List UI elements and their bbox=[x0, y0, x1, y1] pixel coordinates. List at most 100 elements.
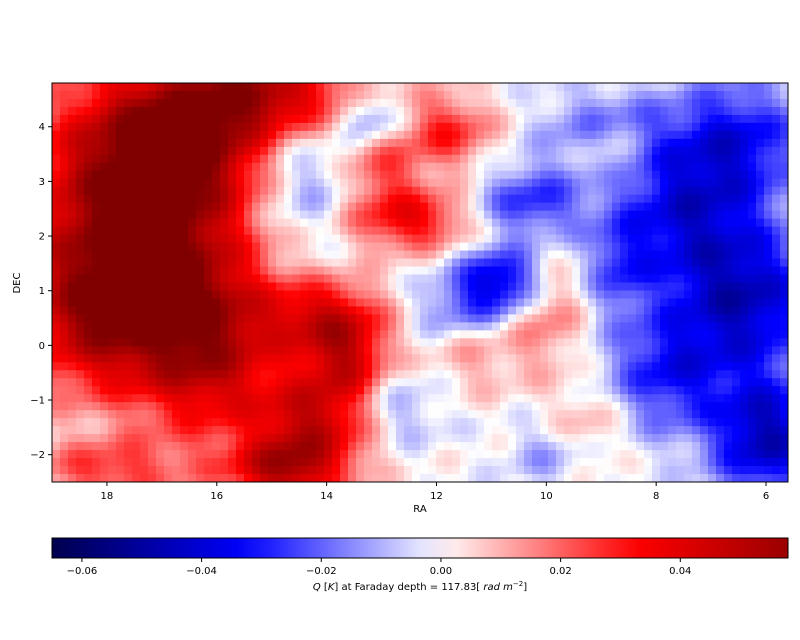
heatmap-cell bbox=[68, 442, 77, 451]
heatmap-cell bbox=[428, 298, 437, 308]
heatmap-cell bbox=[588, 298, 597, 308]
heatmap-cell bbox=[500, 426, 509, 435]
heatmap-cell bbox=[572, 306, 581, 316]
heatmap-cell bbox=[268, 242, 277, 252]
heatmap-cell bbox=[508, 146, 517, 156]
heatmap-cell bbox=[252, 306, 261, 316]
heatmap-cell bbox=[92, 138, 101, 148]
heatmap-cell bbox=[628, 394, 637, 403]
heatmap-cell bbox=[620, 162, 629, 172]
heatmap-cell bbox=[780, 362, 788, 371]
heatmap-cell bbox=[684, 362, 693, 371]
heatmap-cell bbox=[84, 114, 93, 124]
heatmap-cell bbox=[116, 402, 125, 411]
heatmap-cell bbox=[636, 290, 645, 300]
heatmap-cell bbox=[772, 370, 781, 379]
heatmap-cell bbox=[524, 178, 533, 188]
heatmap-cell bbox=[420, 410, 429, 419]
heatmap-cell bbox=[644, 362, 653, 371]
heatmap-cell bbox=[76, 162, 85, 172]
heatmap-cell bbox=[780, 466, 788, 475]
heatmap-cell bbox=[668, 346, 677, 355]
heatmap-cell bbox=[444, 474, 453, 482]
heatmap-cell bbox=[428, 258, 437, 268]
heatmap-cell bbox=[500, 186, 509, 196]
heatmap-cell bbox=[460, 394, 469, 403]
heatmap-cell bbox=[436, 162, 445, 172]
heatmap-cell bbox=[132, 266, 141, 276]
heatmap-cell bbox=[732, 146, 741, 156]
heatmap-cell bbox=[388, 418, 397, 427]
heatmap-cell bbox=[228, 418, 237, 427]
heatmap-cell bbox=[340, 162, 349, 172]
heatmap-cell bbox=[612, 194, 621, 204]
heatmap-cell bbox=[316, 194, 325, 204]
heatmap-cell bbox=[116, 434, 125, 443]
heatmap-cell bbox=[164, 290, 173, 300]
heatmap-cell bbox=[300, 242, 309, 252]
heatmap-cell bbox=[116, 386, 125, 395]
heatmap-cell bbox=[92, 106, 101, 116]
heatmap-cell bbox=[124, 210, 133, 220]
heatmap-cell bbox=[132, 458, 141, 467]
heatmap-cell bbox=[412, 466, 421, 475]
heatmap-cell bbox=[172, 450, 181, 459]
heatmap-cell bbox=[212, 90, 221, 100]
heatmap-cell bbox=[540, 90, 549, 100]
heatmap-cell bbox=[276, 122, 285, 132]
heatmap-cell bbox=[108, 458, 117, 467]
heatmap-cell bbox=[636, 170, 645, 180]
heatmap-cell bbox=[388, 346, 397, 355]
heatmap-cell bbox=[516, 378, 525, 387]
heatmap-cell bbox=[684, 178, 693, 188]
heatmap-cell bbox=[676, 122, 685, 132]
heatmap-cell bbox=[724, 122, 733, 132]
heatmap-cell bbox=[508, 346, 517, 355]
heatmap-cell bbox=[212, 466, 221, 475]
heatmap-cell bbox=[388, 186, 397, 196]
heatmap-cell bbox=[252, 426, 261, 435]
heatmap-cell bbox=[132, 378, 141, 387]
heatmap-cell bbox=[356, 146, 365, 156]
heatmap-cell bbox=[380, 466, 389, 475]
heatmap-cell bbox=[404, 402, 413, 411]
heatmap-cell bbox=[76, 306, 85, 316]
heatmap-cell bbox=[716, 394, 725, 403]
heatmap-cell bbox=[276, 258, 285, 268]
heatmap-cell bbox=[308, 434, 317, 443]
heatmap-cell bbox=[772, 362, 781, 371]
heatmap-cell bbox=[100, 242, 109, 252]
heatmap-cell bbox=[364, 322, 373, 331]
heatmap-cell bbox=[140, 322, 149, 331]
heatmap-cell bbox=[628, 298, 637, 308]
heatmap-cell bbox=[644, 210, 653, 220]
heatmap-cell bbox=[100, 266, 109, 276]
heatmap-cell bbox=[428, 306, 437, 316]
heatmap-cell bbox=[468, 338, 477, 347]
heatmap-cell bbox=[692, 362, 701, 371]
heatmap-cell bbox=[764, 138, 773, 148]
heatmap-cell bbox=[548, 170, 557, 180]
heatmap-cell bbox=[452, 250, 461, 260]
heatmap-cell bbox=[668, 314, 677, 323]
heatmap-cell bbox=[636, 338, 645, 347]
heatmap-cell bbox=[156, 354, 165, 363]
heatmap-cell bbox=[188, 83, 197, 92]
heatmap-cell bbox=[524, 330, 533, 339]
heatmap-cell bbox=[212, 266, 221, 276]
heatmap-cell bbox=[484, 138, 493, 148]
heatmap-cell bbox=[444, 458, 453, 467]
heatmap-cell bbox=[588, 274, 597, 284]
heatmap-cell bbox=[508, 210, 517, 220]
heatmap-cell bbox=[660, 338, 669, 347]
heatmap-cell bbox=[484, 234, 493, 244]
heatmap-cell bbox=[300, 426, 309, 435]
heatmap-cell bbox=[548, 290, 557, 300]
heatmap-cell bbox=[564, 330, 573, 339]
heatmap-cell bbox=[236, 370, 245, 379]
heatmap-cell bbox=[572, 290, 581, 300]
heatmap-cell bbox=[596, 346, 605, 355]
heatmap-cell bbox=[316, 266, 325, 276]
heatmap-cell bbox=[284, 426, 293, 435]
heatmap-cell bbox=[292, 290, 301, 300]
